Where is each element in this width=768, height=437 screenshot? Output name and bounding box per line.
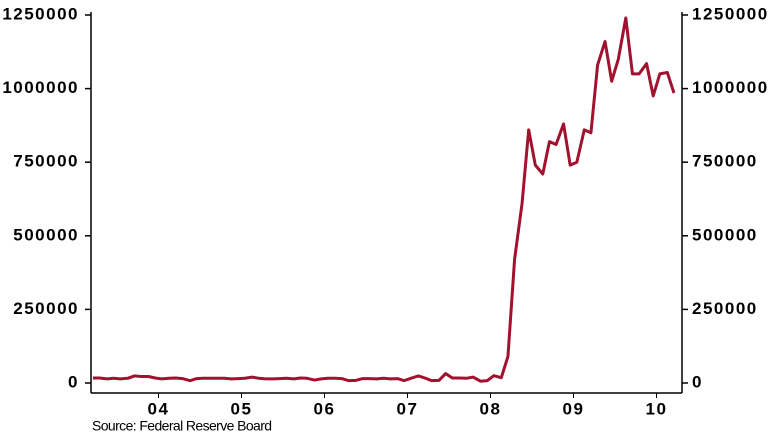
y-tick-label: 1000000 xyxy=(2,78,79,97)
x-tick-label: 05 xyxy=(231,399,253,418)
y-tick-label: 0 xyxy=(68,372,79,391)
y2-tick-label: 750000 xyxy=(692,152,758,171)
series-line xyxy=(92,16,676,383)
y2-tick-label: 1000000 xyxy=(692,78,768,97)
y-tick-label: 750000 xyxy=(13,152,79,171)
x-tick-label: 10 xyxy=(646,399,668,418)
y2-tick-label: 250000 xyxy=(692,299,758,318)
source-note: Source: Federal Reserve Board xyxy=(92,418,271,434)
y2-tick-label: 0 xyxy=(692,372,703,391)
y2-tick-label: 500000 xyxy=(692,225,758,244)
x-tick-label: 04 xyxy=(148,399,170,418)
y-tick-label: 500000 xyxy=(13,225,79,244)
x-tick-label: 06 xyxy=(314,399,336,418)
y-tick-label: 250000 xyxy=(13,299,79,318)
x-tick-label: 08 xyxy=(480,399,502,418)
y-tick-label: 1250000 xyxy=(2,4,79,23)
y2-tick-label: 1250000 xyxy=(692,4,768,23)
x-tick-label: 09 xyxy=(563,399,585,418)
x-tick-label: 07 xyxy=(397,399,419,418)
